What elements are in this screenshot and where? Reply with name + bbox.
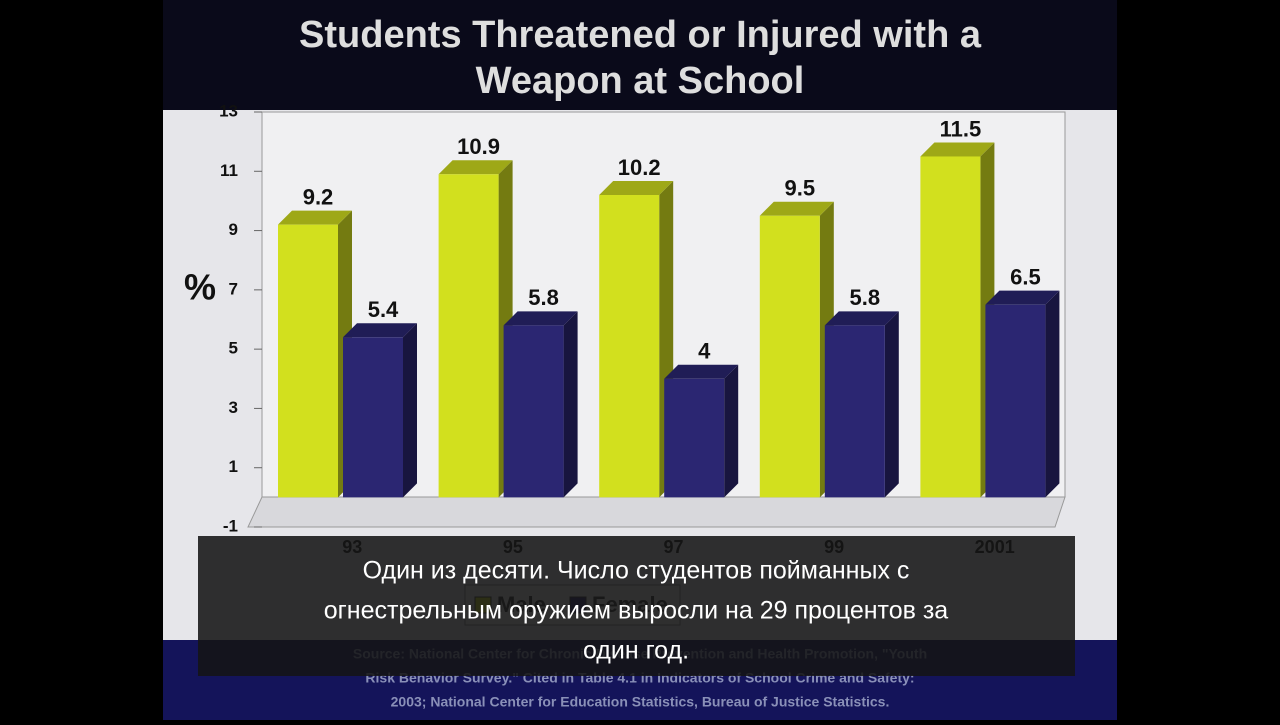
bar-side bbox=[1045, 290, 1060, 498]
y-tick-label: 7 bbox=[229, 279, 238, 298]
bar-top bbox=[599, 181, 674, 195]
value-label: 11.5 bbox=[940, 116, 982, 141]
bar-top bbox=[343, 323, 417, 338]
y-tick-label: 9 bbox=[229, 220, 238, 239]
value-label: 9.2 bbox=[303, 184, 334, 209]
bar-top bbox=[664, 364, 739, 379]
bar bbox=[503, 325, 564, 498]
chart-title: Weapon at School bbox=[476, 60, 805, 102]
bar-top bbox=[985, 290, 1060, 305]
y-tick-label: 3 bbox=[229, 398, 238, 417]
y-axis-label: % bbox=[184, 267, 216, 308]
bar bbox=[599, 195, 660, 498]
source-text: 2003; National Center for Education Stat… bbox=[391, 694, 890, 710]
value-label: 6.5 bbox=[1010, 264, 1041, 289]
bar-side bbox=[884, 311, 899, 498]
y-tick-label: 1 bbox=[229, 457, 238, 476]
bar bbox=[920, 156, 981, 498]
value-label: 5.8 bbox=[850, 285, 881, 310]
value-label: 10.2 bbox=[618, 155, 661, 180]
bar bbox=[343, 337, 403, 498]
value-label: 5.8 bbox=[528, 285, 559, 310]
chart-title: Students Threatened or Injured with a bbox=[299, 14, 982, 56]
bar bbox=[664, 378, 725, 498]
bar bbox=[759, 215, 820, 498]
subtitle-line: огнестрельным оружием выросли на 29 проц… bbox=[324, 597, 949, 625]
bar-top bbox=[824, 311, 899, 326]
y-tick-label: 13 bbox=[219, 101, 238, 120]
subtitle-line: один год. bbox=[583, 637, 689, 665]
subtitles: Один из десяти. Число студентов пойманны… bbox=[324, 557, 949, 665]
value-label: 4 bbox=[698, 339, 711, 364]
value-label: 10.9 bbox=[457, 134, 500, 159]
bar-top bbox=[759, 201, 834, 216]
bar-side bbox=[403, 323, 417, 498]
value-label: 9.5 bbox=[785, 176, 816, 201]
title-band bbox=[163, 0, 1117, 110]
bar-top bbox=[278, 210, 352, 225]
subtitle-line: Один из десяти. Число студентов пойманны… bbox=[363, 557, 910, 585]
subtitle-box bbox=[198, 536, 1075, 676]
marks: -1135791113939.25.49510.95.89710.24999.5… bbox=[219, 101, 1060, 557]
bar-side bbox=[724, 364, 739, 498]
floor bbox=[247, 496, 1066, 528]
bar-top bbox=[503, 311, 578, 326]
bar-side bbox=[563, 311, 578, 498]
y-tick-label: -1 bbox=[223, 516, 238, 535]
y-tick-label: 11 bbox=[220, 161, 238, 180]
bar bbox=[278, 224, 338, 498]
y-tick-label: 5 bbox=[229, 339, 238, 358]
value-label: 5.4 bbox=[368, 297, 399, 322]
bar-top bbox=[920, 142, 995, 157]
bar-top bbox=[438, 160, 513, 175]
bar bbox=[438, 174, 499, 498]
bar bbox=[985, 304, 1046, 498]
bar bbox=[824, 325, 885, 498]
